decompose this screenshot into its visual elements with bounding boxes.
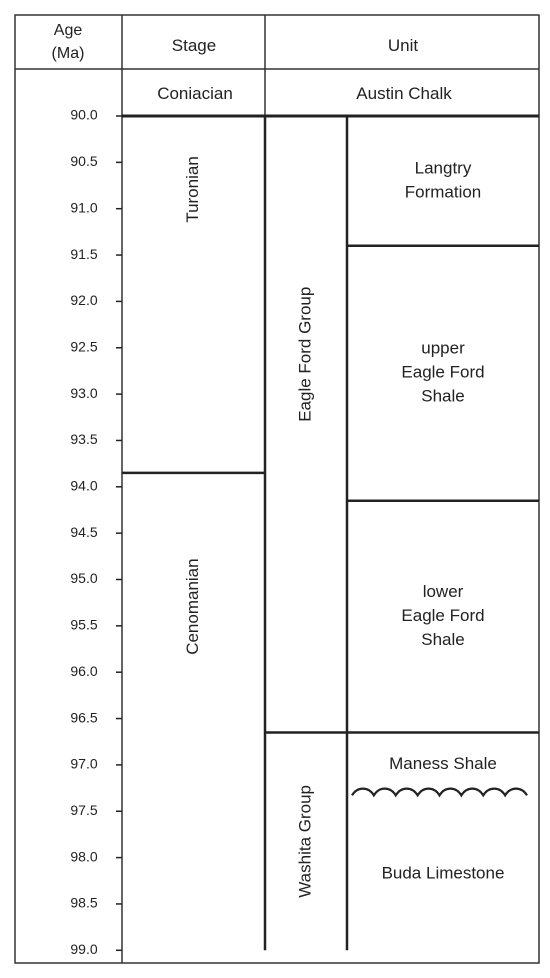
group-label-washita-group: Washita Group <box>295 785 314 898</box>
age-tick-label: 92.0 <box>70 292 97 308</box>
header-age-unit: (Ma) <box>52 45 85 62</box>
formation-label-line: upper <box>421 339 465 358</box>
age-tick-label: 96.0 <box>70 663 97 679</box>
age-tick-label: 93.5 <box>70 431 97 447</box>
age-tick-label: 95.5 <box>70 617 97 633</box>
age-tick-label: 99.0 <box>70 941 97 957</box>
formation-label-line: Formation <box>405 182 482 201</box>
age-tick-label: 90.5 <box>70 153 97 169</box>
coniacian-stage-label: Coniacian <box>157 84 233 103</box>
header-age-label: Age <box>54 22 83 39</box>
stage-label-cenomanian: Cenomanian <box>183 558 202 654</box>
age-tick-label: 97.0 <box>70 756 97 772</box>
formation-label-line: Eagle Ford <box>401 363 484 382</box>
header-unit-label: Unit <box>388 36 419 55</box>
age-tick-label: 92.5 <box>70 338 97 354</box>
age-tick-label: 97.5 <box>70 802 97 818</box>
age-tick-label: 98.5 <box>70 895 97 911</box>
age-tick-label: 90.0 <box>70 107 97 123</box>
age-tick-label: 91.0 <box>70 199 97 215</box>
formation-label-line: Langtry <box>415 158 472 177</box>
formation-label-line: lower <box>423 582 464 601</box>
formation-label-line: Eagle Ford <box>401 606 484 625</box>
age-tick-label: 91.5 <box>70 246 97 262</box>
group-label-eagle-ford-group: Eagle Ford Group <box>295 287 314 422</box>
header-stage-label: Stage <box>172 36 216 55</box>
formation-label-line: Shale <box>421 387 464 406</box>
formation-label-line: Maness Shale <box>389 754 497 773</box>
age-tick-label: 94.0 <box>70 478 97 494</box>
age-tick-label: 98.0 <box>70 848 97 864</box>
formation-label-line: Shale <box>421 630 464 649</box>
austin-chalk-unit-label: Austin Chalk <box>356 84 452 103</box>
age-tick-label: 95.0 <box>70 570 97 586</box>
outer-frame <box>14 14 540 964</box>
unconformity-wavy-line <box>351 787 528 798</box>
stage-label-turonian: Turonian <box>183 156 202 222</box>
age-tick-label: 94.5 <box>70 524 97 540</box>
age-tick-label: 93.0 <box>70 385 97 401</box>
formation-label-line: Buda Limestone <box>382 863 505 882</box>
age-tick-label: 96.5 <box>70 709 97 725</box>
